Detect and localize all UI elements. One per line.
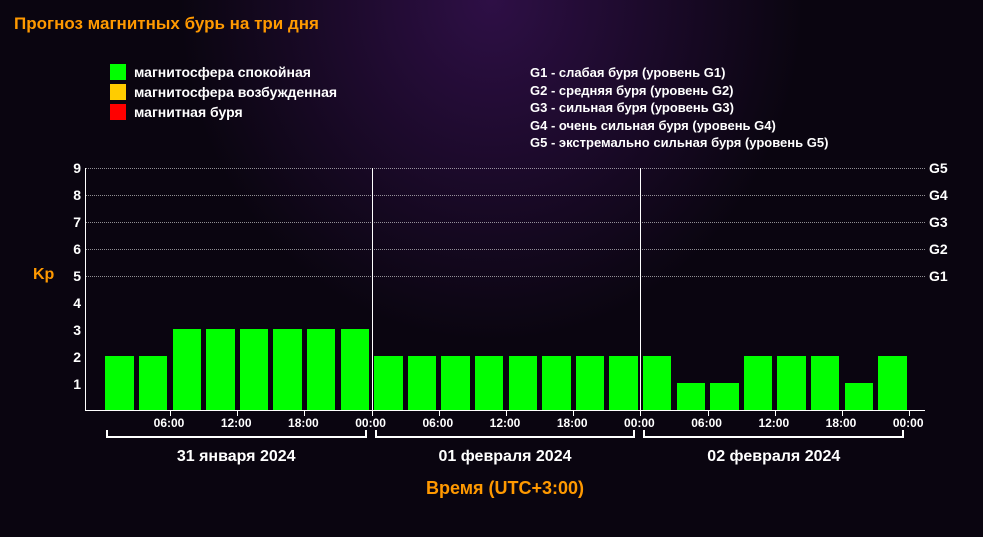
bar: [240, 329, 269, 410]
legend-row: магнитная буря: [110, 104, 460, 120]
bar: [744, 356, 773, 410]
grid-line: [86, 249, 925, 250]
date-label: 31 января 2024: [177, 448, 296, 466]
legend-swatch: [110, 64, 126, 80]
g-tick: G2: [929, 241, 948, 257]
y-tick: 8: [73, 187, 81, 203]
bar: [677, 383, 706, 410]
date-bracket: [106, 436, 367, 446]
x-axis-title: Время (UTC+3:00): [426, 478, 584, 499]
page-title: Прогноз магнитных бурь на три дня: [0, 0, 983, 34]
grid-line: [86, 222, 925, 223]
x-tick: 00:00: [624, 416, 655, 430]
bar: [777, 356, 806, 410]
g-scale-legend: G1 - слабая буря (уровень G1)G2 - средня…: [530, 64, 828, 152]
x-tick: 12:00: [758, 416, 789, 430]
bar: [576, 356, 605, 410]
y-tick: 6: [73, 241, 81, 257]
grid-line: [86, 168, 925, 169]
bar: [475, 356, 504, 410]
y-tick: 9: [73, 160, 81, 176]
legend-row: магнитосфера возбужденная: [110, 84, 460, 100]
date-bracket: [375, 436, 636, 446]
legend-label: магнитосфера возбужденная: [134, 84, 337, 100]
y-axis-title: Kp: [33, 266, 54, 284]
date-label: 02 февраля 2024: [707, 448, 840, 466]
g-tick: G5: [929, 160, 948, 176]
legend-swatch: [110, 84, 126, 100]
x-tick: 18:00: [557, 416, 588, 430]
bar: [307, 329, 336, 410]
x-tick: 06:00: [691, 416, 722, 430]
y-tick: 3: [73, 322, 81, 338]
date-label: 01 февраля 2024: [439, 448, 572, 466]
grid-line: [86, 276, 925, 277]
grid-line: [86, 195, 925, 196]
x-tick: 18:00: [288, 416, 319, 430]
x-tick: 18:00: [826, 416, 857, 430]
x-tick: 06:00: [154, 416, 185, 430]
legend-area: магнитосфера спокойная магнитосфера возбу…: [110, 64, 983, 152]
bar: [811, 356, 840, 410]
y-tick: 5: [73, 268, 81, 284]
y-axis: 123456789: [65, 168, 85, 411]
x-tick: 00:00: [893, 416, 924, 430]
bar: [710, 383, 739, 410]
day-separator: [372, 168, 373, 410]
g-legend-line: G2 - средняя буря (уровень G2): [530, 82, 828, 100]
y-tick: 2: [73, 349, 81, 365]
bar: [441, 356, 470, 410]
bar: [542, 356, 571, 410]
y-tick: 4: [73, 295, 81, 311]
day-separator: [640, 168, 641, 410]
legend-label: магнитная буря: [134, 104, 243, 120]
y-tick: 1: [73, 376, 81, 392]
legend-swatch: [110, 104, 126, 120]
x-tick: 00:00: [355, 416, 386, 430]
bar: [273, 329, 302, 410]
bar: [609, 356, 638, 410]
g-tick: G1: [929, 268, 948, 284]
date-bracket: [643, 436, 904, 446]
g-legend-line: G5 - экстремально сильная буря (уровень …: [530, 134, 828, 152]
y-tick: 7: [73, 214, 81, 230]
bar: [509, 356, 538, 410]
bar: [374, 356, 403, 410]
bar: [139, 356, 168, 410]
bar: [408, 356, 437, 410]
g-tick: G4: [929, 187, 948, 203]
bar: [341, 329, 370, 410]
g-legend-line: G3 - сильная буря (уровень G3): [530, 99, 828, 117]
x-tick: 06:00: [422, 416, 453, 430]
bar: [206, 329, 235, 410]
bar: [643, 356, 672, 410]
g-legend-line: G4 - очень сильная буря (уровень G4): [530, 117, 828, 135]
bar: [105, 356, 134, 410]
plot-area: [85, 168, 925, 411]
bar: [173, 329, 202, 410]
g-legend-line: G1 - слабая буря (уровень G1): [530, 64, 828, 82]
color-legend: магнитосфера спокойная магнитосфера возбу…: [110, 64, 460, 152]
bar: [878, 356, 907, 410]
x-tick: 12:00: [490, 416, 521, 430]
legend-row: магнитосфера спокойная: [110, 64, 460, 80]
x-tick: 12:00: [221, 416, 252, 430]
legend-label: магнитосфера спокойная: [134, 64, 311, 80]
bar: [845, 383, 874, 410]
g-tick: G3: [929, 214, 948, 230]
